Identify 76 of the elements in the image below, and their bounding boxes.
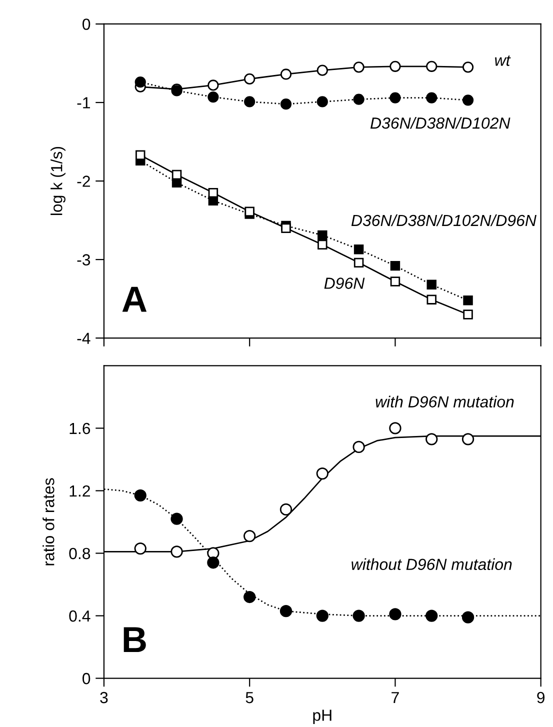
point [426,610,438,622]
y-axis-title: ratio of rates [42,478,54,566]
point [426,433,438,446]
point [316,64,328,76]
point [352,610,365,622]
point [390,260,400,271]
x-axis-title: pH [313,710,332,724]
series-label: with D96N mutation [376,396,514,408]
point [316,467,328,480]
point [172,170,182,180]
point [244,590,256,604]
point [463,296,473,306]
y-tick-label: 1.6 [70,422,90,434]
y-tick-label: 1.2 [70,485,90,497]
x-tick-label: 9 [537,692,545,704]
point [316,96,328,108]
y-axis-title: log k (1/s) [50,146,66,216]
point [208,80,219,91]
point [280,68,292,80]
point [208,188,218,198]
series-label: wt [495,55,511,66]
point [354,244,364,254]
point [280,503,292,516]
y-tick-label: 0.4 [69,610,90,622]
point [390,60,401,72]
point [244,530,256,542]
point [170,512,183,525]
point [389,422,402,434]
point [426,280,436,290]
x-tick-label: 5 [246,692,254,704]
point [134,76,146,88]
point [170,546,183,558]
point [207,556,220,569]
y-tick-label: 0 [82,18,90,30]
series-label: D36N/D38N/D102N [370,117,510,129]
point [426,60,438,72]
y-tick-label: -2 [77,176,90,187]
point [462,62,474,73]
point [318,240,328,250]
point [389,608,402,620]
y-tick-label: 0 [82,672,90,684]
point [280,605,292,618]
point [134,542,146,555]
point [136,150,146,160]
point [390,92,401,104]
y-tick-label: -1 [77,97,90,108]
annotation: A [122,286,147,312]
x-tick-label: 3 [100,692,108,704]
point [244,206,254,217]
y-tick-label: -4 [77,332,90,344]
series-label: D96N [324,278,365,289]
annotation: B [124,627,146,652]
point [244,73,256,85]
series-label: D36N/D38N/D102N/D96N [351,214,536,226]
text: without D96N mutation [352,558,512,570]
point [352,440,365,454]
point [390,276,400,286]
point [208,91,219,103]
y-tick-label: 0.8 [69,548,90,560]
point [244,96,256,108]
point [426,294,436,304]
point [316,610,328,622]
x-tick-label: 7 [392,692,399,704]
point [281,223,291,233]
point [353,94,364,105]
y-tick-label: -3 [77,254,90,266]
point [134,489,146,502]
point [318,230,328,240]
point [462,611,474,624]
point [462,433,474,446]
point [426,92,438,104]
point [353,62,364,73]
point [354,258,364,268]
point [462,94,474,106]
point [463,310,473,320]
point [280,98,292,110]
